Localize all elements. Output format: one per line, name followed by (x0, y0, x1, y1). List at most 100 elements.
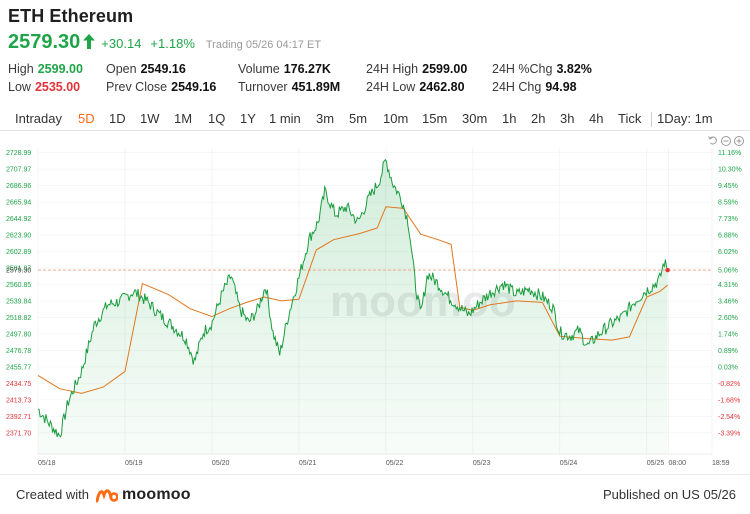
chart-controls (708, 136, 744, 146)
right-tick-label: 1.74% (718, 331, 738, 338)
stat-value: 2599.00 (37, 62, 83, 76)
left-tick-label: 2581.87 (6, 266, 31, 273)
left-tick-label: 2371.70 (6, 430, 31, 437)
right-tick-label: 9.45% (718, 183, 738, 190)
stat-value: 176.27K (283, 62, 331, 76)
stat-value: 2549.16 (171, 80, 217, 94)
stat-value: 2535.00 (34, 80, 81, 94)
published-date: Published on US 05/26 (603, 487, 736, 502)
price-line (37, 158, 669, 438)
right-tick-label: 0.03% (718, 364, 738, 371)
tab-1q[interactable]: 1Q (208, 111, 226, 126)
left-tick-label: 2644.92 (6, 216, 31, 223)
x-tick-label: 08:00 (669, 460, 687, 467)
left-tick-label: 2518.82 (6, 315, 31, 322)
stat-volume: Volume 176.27K (238, 62, 331, 76)
left-tick-label: 2413.73 (6, 397, 31, 404)
stat-value: 94.98 (545, 80, 577, 94)
x-tick-label: 05/20 (212, 460, 230, 467)
stat-high: High 2599.00 (8, 62, 83, 76)
zoom-in-icon[interactable] (734, 136, 744, 146)
x-tick-label: 05/25 (647, 460, 665, 467)
created-with-label: Created with (16, 487, 89, 502)
left-tick-label: 2434.75 (6, 381, 31, 388)
tab-intraday[interactable]: Intraday (15, 111, 62, 126)
tab-1min[interactable]: 1 min (269, 111, 301, 126)
price-chart[interactable]: moomoo 2728.992707.972686.962665.942644.… (0, 140, 750, 470)
stat-prev-close: Prev Close 2549.16 (106, 80, 216, 94)
period-tabs: Intraday 5D 1D 1W 1M 1Q 1Y 1 min 3m 5m 1… (0, 107, 750, 131)
tab-1m[interactable]: 1M (174, 111, 193, 126)
left-tick-label: 2579.30 (6, 268, 31, 275)
stat-label: Turnover (238, 80, 288, 94)
stat-turnover: Turnover 451.89M (238, 80, 340, 94)
left-tick-label: 2392.71 (6, 414, 31, 421)
tab-15m[interactable]: 15m (422, 111, 448, 126)
stat-value: 451.89M (291, 80, 341, 94)
stat-24h-high: 24H High 2599.00 (366, 62, 467, 76)
x-tick-label: 05/24 (560, 460, 578, 467)
tab-2h[interactable]: 2h (531, 111, 546, 126)
tab-30m[interactable]: 30m (462, 111, 488, 126)
last-price: 2579.30 (8, 31, 81, 53)
right-tick-label: -0.82% (718, 381, 740, 388)
tab-4h[interactable]: 4h (589, 111, 604, 126)
x-tick-label: 05/18 (38, 460, 56, 467)
tab-1h[interactable]: 1h (502, 111, 517, 126)
tab-5d[interactable]: 5D (78, 111, 95, 126)
tab-5m[interactable]: 5m (349, 111, 368, 126)
right-tick-label: 2.60% (718, 315, 738, 322)
right-tick-label: 3.46% (718, 299, 738, 306)
tab-tick[interactable]: Tick (618, 111, 642, 126)
right-tick-label: -1.68% (718, 397, 740, 404)
left-axis-ticks: 2728.99 2707.97 2686.96 2665.94 2644.92 2623.… (6, 150, 31, 437)
stat-value: 2549.16 (140, 62, 186, 76)
left-tick-label: 2539.84 (6, 299, 31, 306)
right-tick-label: 5.06% (718, 268, 738, 275)
left-tick-label: 2497.80 (6, 331, 31, 338)
tab-1d[interactable]: 1D (109, 111, 126, 126)
stat-24h-pct-chg: 24H %Chg 3.82% (492, 62, 592, 76)
tab-3m[interactable]: 3m (316, 111, 335, 126)
x-tick-label: 18:59 (712, 460, 730, 467)
stat-open: Open 2549.16 (106, 62, 186, 76)
right-tick-label: 6.02% (718, 249, 738, 256)
stats-row-1: High 2599.00 Open 2549.16 Volume 176.27K 24… (8, 62, 748, 78)
stat-low: Low 2535.00 (8, 80, 80, 94)
stat-label: 24H High (366, 62, 419, 76)
stat-label: 24H %Chg (492, 62, 553, 76)
stat-label: Prev Close (106, 80, 168, 94)
left-tick-label: 2602.89 (6, 249, 31, 256)
moomoo-logo-text: moomoo (122, 486, 191, 503)
tab-1day-1m[interactable]: 1Day: 1m (657, 111, 713, 126)
left-tick-label: 2686.96 (6, 183, 31, 190)
tab-10m[interactable]: 10m (383, 111, 409, 126)
tab-1w[interactable]: 1W (140, 111, 160, 126)
left-tick-label: 2707.97 (6, 167, 31, 174)
right-tick-label: 4.31% (718, 282, 738, 289)
left-tick-label: 2476.78 (6, 348, 31, 355)
stat-label: 24H Chg (492, 80, 542, 94)
price-change: +30.14 (101, 36, 142, 51)
stat-label: Volume (238, 62, 280, 76)
right-tick-label: 8.59% (718, 200, 738, 207)
footer: Created with moomoo Published on US 05/2… (0, 474, 750, 514)
stat-label: High (8, 62, 34, 76)
x-tick-label: 05/22 (386, 460, 404, 467)
right-tick-label: -2.54% (718, 414, 740, 421)
moomoo-logo[interactable]: moomoo (96, 483, 191, 507)
tab-3h[interactable]: 3h (560, 111, 575, 126)
x-tick-label: 05/19 (125, 460, 143, 467)
stat-24h-low: 24H Low 2462.80 (366, 80, 465, 94)
zoom-out-icon[interactable] (721, 136, 731, 146)
right-tick-label: 7.73% (718, 216, 738, 223)
left-tick-label: 2455.77 (6, 364, 31, 371)
right-tick-label: 6.88% (718, 233, 738, 240)
right-tick-label: 0.89% (718, 348, 738, 355)
undo-icon[interactable] (708, 136, 717, 145)
left-tick-label: 2623.90 (6, 233, 31, 240)
stat-label: Open (106, 62, 137, 76)
left-tick-label: 2665.94 (6, 200, 31, 207)
price-row: 2579.30 +30.14 +1.18% Trading 05/26 04:1… (8, 31, 321, 53)
tab-1y[interactable]: 1Y (240, 111, 256, 126)
